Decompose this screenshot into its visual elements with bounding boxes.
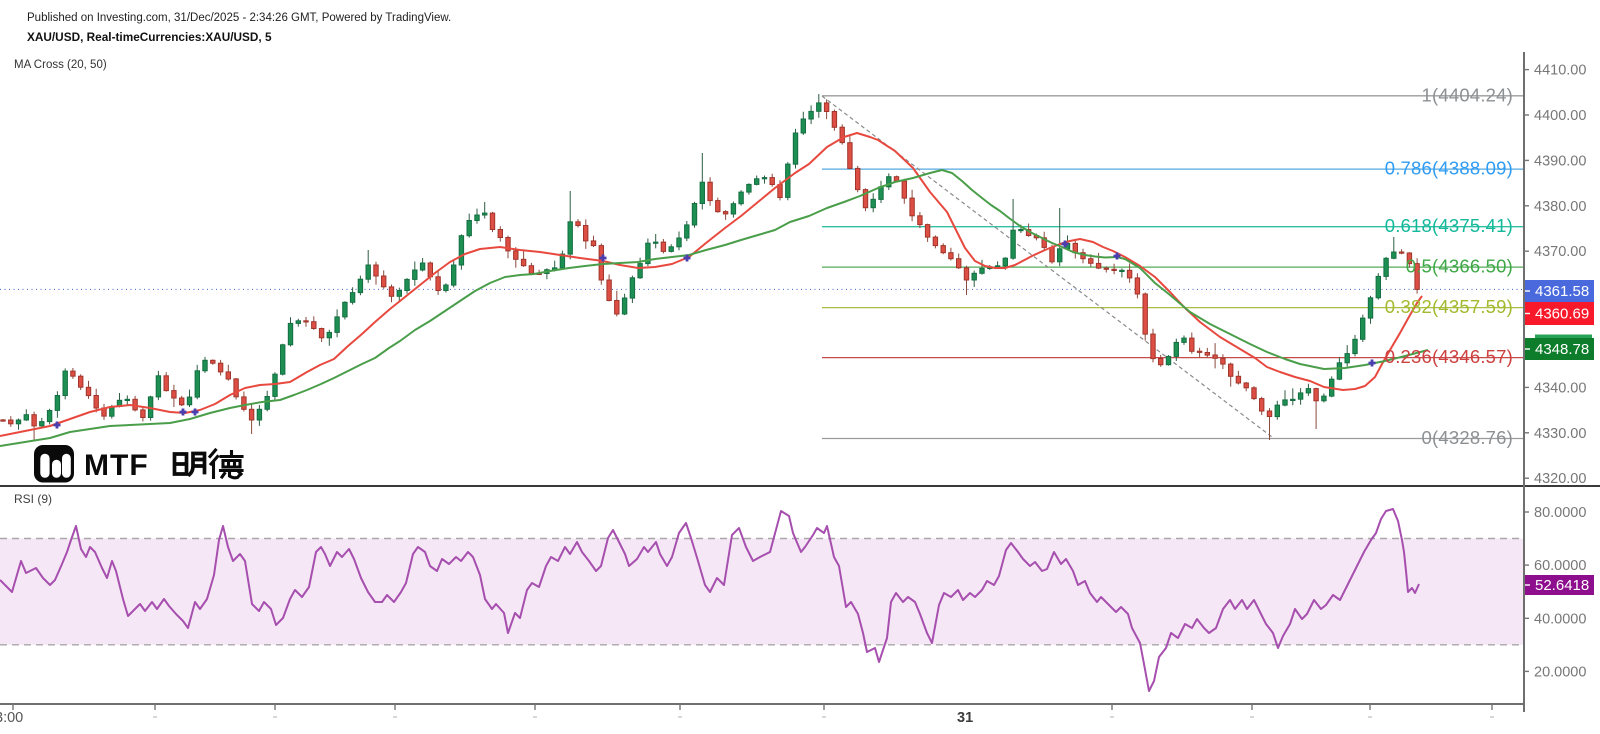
svg-text:31: 31 <box>957 710 973 726</box>
svg-text:60.0000: 60.0000 <box>1534 558 1586 574</box>
svg-text:80.0000: 80.0000 <box>1534 505 1586 521</box>
svg-text:MTF: MTF <box>84 449 149 482</box>
svg-text:40.0000: 40.0000 <box>1534 611 1586 627</box>
svg-text:4348.78: 4348.78 <box>1535 341 1589 358</box>
svg-text:4390.00: 4390.00 <box>1534 153 1586 169</box>
svg-text:20.0000: 20.0000 <box>1534 664 1586 680</box>
svg-text:Published on Investing.com, 31: Published on Investing.com, 31/Dec/2025 … <box>27 12 451 24</box>
svg-text:4410.00: 4410.00 <box>1534 63 1586 79</box>
svg-text:4360.69: 4360.69 <box>1535 306 1589 323</box>
svg-text:4370.00: 4370.00 <box>1534 244 1586 260</box>
svg-text:XAU/USD, Real-timeCurrencies:X: XAU/USD, Real-timeCurrencies:XAU/USD, 5 <box>27 30 272 44</box>
svg-text:0(4328.76): 0(4328.76) <box>1422 427 1513 448</box>
svg-text:3:00: 3:00 <box>0 710 23 726</box>
svg-text:52.6418: 52.6418 <box>1535 577 1589 594</box>
svg-text:RSI (9): RSI (9) <box>14 492 52 506</box>
svg-text:4320.00: 4320.00 <box>1534 471 1586 487</box>
svg-text:4380.00: 4380.00 <box>1534 199 1586 215</box>
svg-text:4400.00: 4400.00 <box>1534 108 1586 124</box>
svg-text:1(4404.24): 1(4404.24) <box>1422 84 1513 105</box>
svg-text:0.786(4388.09): 0.786(4388.09) <box>1385 158 1513 179</box>
svg-text:0.5(4366.50): 0.5(4366.50) <box>1406 256 1513 277</box>
svg-text:0.618(4375.41): 0.618(4375.41) <box>1385 215 1513 236</box>
svg-text:4340.00: 4340.00 <box>1534 380 1586 396</box>
svg-text:4361.58: 4361.58 <box>1535 283 1589 300</box>
svg-text:4330.00: 4330.00 <box>1534 426 1586 442</box>
svg-text:MA Cross (20, 50): MA Cross (20, 50) <box>14 59 107 71</box>
svg-text:0.236(4346.57): 0.236(4346.57) <box>1385 346 1513 367</box>
svg-text:0.382(4357.59): 0.382(4357.59) <box>1385 296 1513 317</box>
